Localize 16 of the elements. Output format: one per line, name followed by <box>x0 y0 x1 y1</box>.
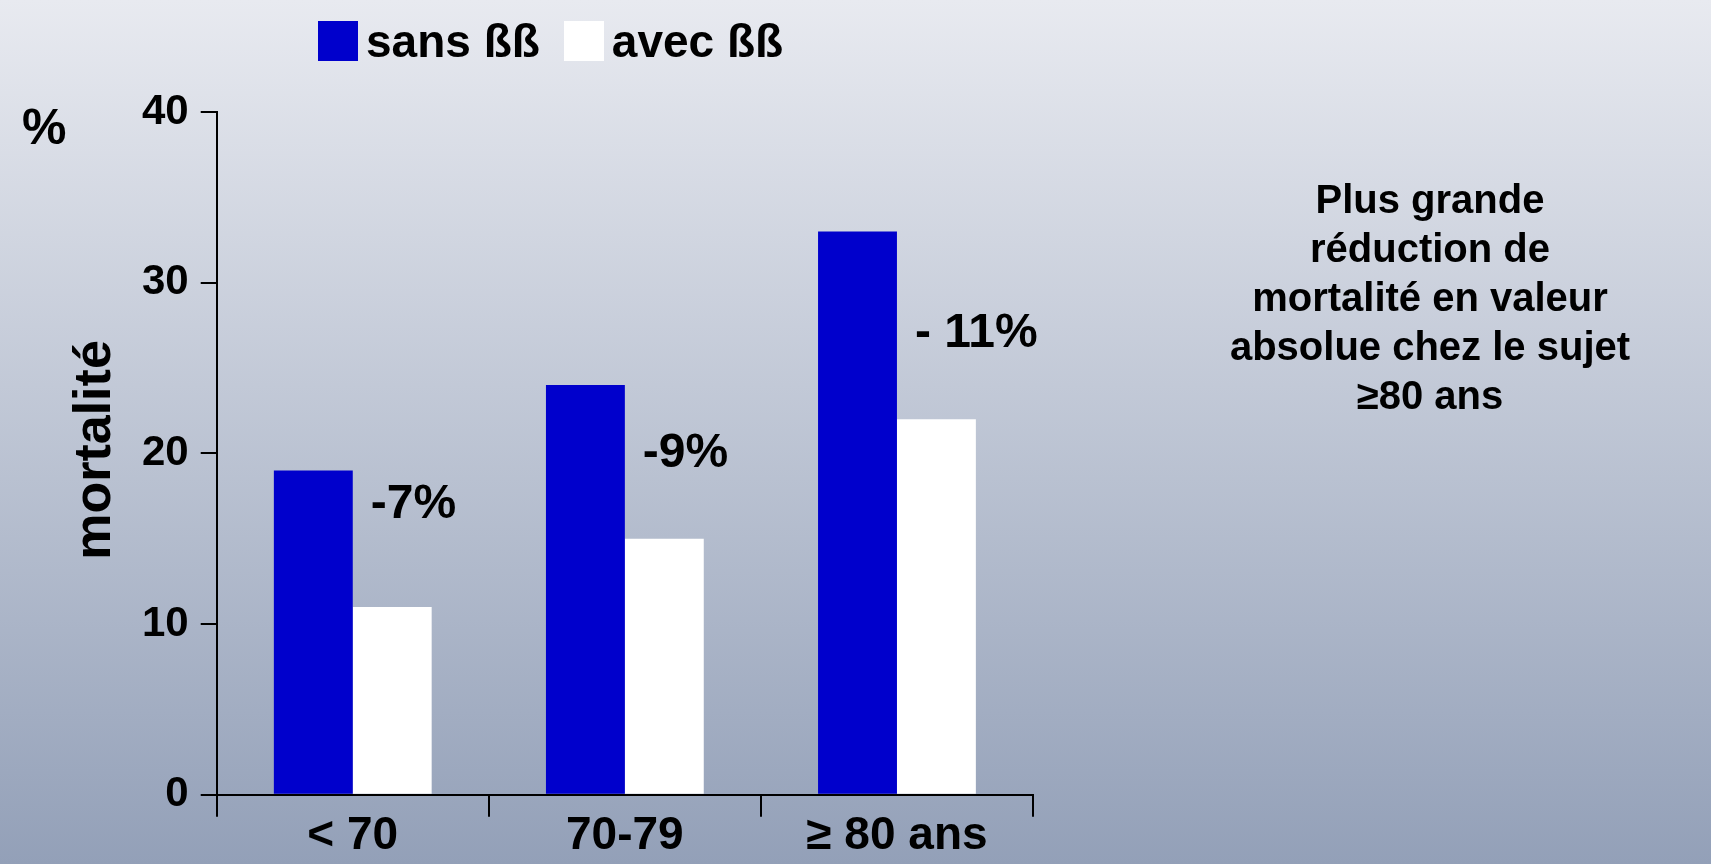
text: % <box>22 98 67 156</box>
annotation: -9% <box>642 423 729 477</box>
y-axis-title: mortalité <box>62 340 122 560</box>
y-tick-label: 30 <box>142 256 189 304</box>
legend-label: avec ßß <box>611 14 784 68</box>
y-tick-label: 10 <box>142 597 189 645</box>
y-tick-label: 0 <box>165 768 189 816</box>
x-tick-label: 70-79 <box>566 807 684 860</box>
text: Plus grande réduction de mortalité en valeur absolue chez le sujet ≥80 ans <box>1228 176 1632 419</box>
y-tick-label: 20 <box>142 426 189 474</box>
annotation: - 11% <box>914 304 1038 358</box>
x-tick-label: ≥ 80 ans <box>806 807 988 860</box>
annotation: -7% <box>370 474 457 528</box>
x-tick-label: < 70 <box>307 807 399 860</box>
y-tick-label: 40 <box>142 85 189 133</box>
legend-label: sans ßß <box>366 14 540 68</box>
